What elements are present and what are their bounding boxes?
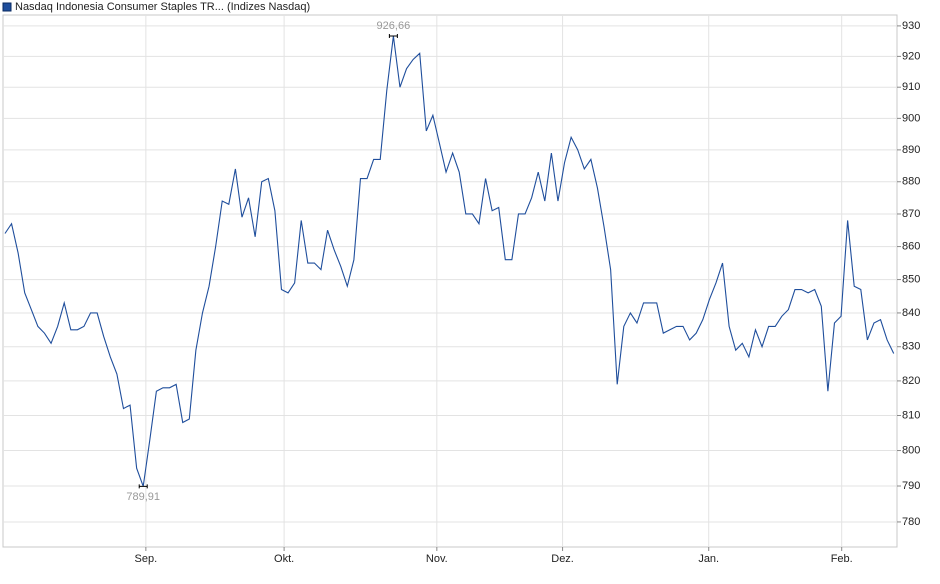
price-line xyxy=(4,35,895,487)
x-tick-label: Dez. xyxy=(551,553,574,565)
y-tick-label: 780 xyxy=(902,516,920,528)
x-tick-label: Okt. xyxy=(274,553,294,565)
y-tick-label: 930 xyxy=(902,20,920,32)
extreme-marker xyxy=(388,34,398,39)
x-tick-label: Nov. xyxy=(426,553,448,565)
plot-frame xyxy=(2,14,898,548)
x-tick-label: Feb. xyxy=(831,553,853,565)
y-tick-label: 840 xyxy=(902,307,920,319)
y-tick-label: 800 xyxy=(902,444,920,456)
y-tick-label: 860 xyxy=(902,240,920,252)
y-tick-label: 880 xyxy=(902,176,920,188)
value-label: 789,91 xyxy=(126,491,160,503)
x-tick-label: Jan. xyxy=(698,553,719,565)
x-tick-label: Sep. xyxy=(135,553,158,565)
y-tick-label: 820 xyxy=(902,375,920,387)
y-tick-label: 810 xyxy=(902,409,920,421)
y-tick-label: 920 xyxy=(902,50,920,62)
y-tick-label: 790 xyxy=(902,480,920,492)
y-tick-label: 900 xyxy=(902,112,920,124)
y-tick-label: 870 xyxy=(902,208,920,220)
y-tick-label: 910 xyxy=(902,81,920,93)
legend-label: Nasdaq Indonesia Consumer Staples TR... … xyxy=(15,1,310,13)
y-tick-label: 830 xyxy=(902,341,920,353)
value-label: 926,66 xyxy=(377,20,411,32)
legend-swatch xyxy=(2,2,12,12)
y-tick-label: 850 xyxy=(902,273,920,285)
extreme-marker xyxy=(138,484,148,489)
y-tick-label: 890 xyxy=(902,144,920,156)
